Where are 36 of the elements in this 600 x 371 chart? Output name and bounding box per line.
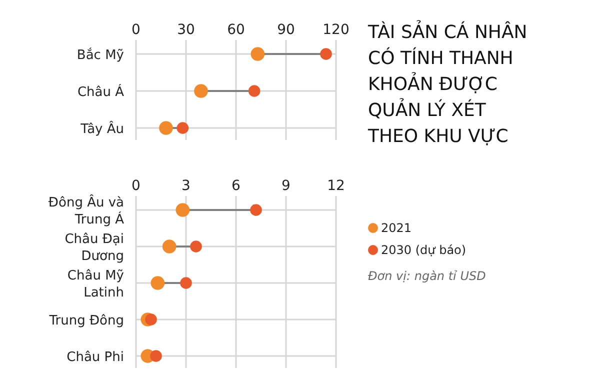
legend-label: 2021 bbox=[381, 221, 412, 235]
point bbox=[250, 204, 262, 216]
x-tick-label: 30 bbox=[177, 22, 195, 38]
point bbox=[145, 314, 157, 326]
point bbox=[176, 203, 190, 217]
y-tick-label: Trung Đông bbox=[48, 314, 124, 328]
point bbox=[194, 84, 208, 98]
legend-label: 2030 (dự báo) bbox=[381, 243, 466, 257]
x-tick-label: 90 bbox=[277, 22, 295, 38]
point bbox=[159, 121, 173, 135]
point bbox=[180, 277, 192, 289]
y-tick-label: Bắc Mỹ bbox=[76, 47, 124, 63]
y-tick-label: Châu Mỹ Latinh bbox=[67, 268, 124, 300]
x-tick-label: 0 bbox=[132, 178, 140, 194]
point bbox=[150, 350, 162, 362]
x-tick-label: 60 bbox=[227, 22, 245, 38]
x-tick-label: 9 bbox=[282, 178, 290, 194]
point bbox=[190, 240, 202, 252]
point bbox=[248, 85, 260, 97]
y-tick-label: Đông Âu và Trung Á bbox=[48, 194, 124, 228]
point bbox=[150, 276, 165, 290]
x-tick-label: 6 bbox=[232, 178, 241, 194]
y-tick-label: Tây Âu bbox=[80, 120, 124, 137]
y-tick-label: Châu Phi bbox=[66, 350, 124, 365]
point bbox=[250, 47, 265, 61]
x-tick-label: 120 bbox=[322, 22, 350, 38]
point bbox=[320, 48, 332, 60]
x-tick-label: 12 bbox=[327, 178, 345, 194]
x-tick-label: 3 bbox=[182, 178, 190, 194]
point bbox=[162, 240, 176, 254]
text: TÀI SẢN CÁ NHÂN CÓ TÍNH THANH KHOẢN ĐƯỢC QUẢN LÝ XÉT THEO KHU VỰC bbox=[367, 20, 528, 147]
point bbox=[176, 122, 189, 134]
text: Đơn vị: ngàn tỉ USD bbox=[368, 269, 486, 283]
x-tick-label: 0 bbox=[132, 22, 140, 38]
y-tick-label: Châu Á bbox=[77, 83, 124, 100]
y-tick-label: Châu Đại Dương bbox=[64, 232, 124, 264]
